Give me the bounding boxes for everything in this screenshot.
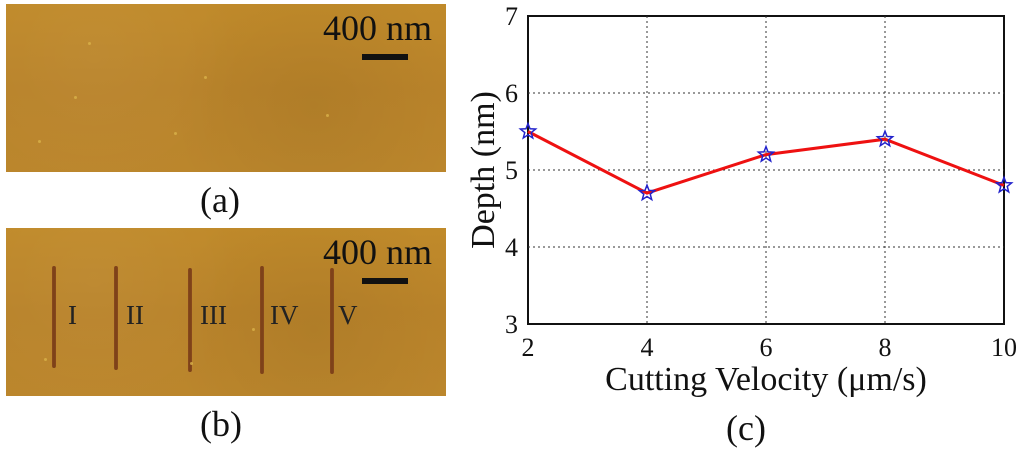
surface-speck (252, 328, 255, 331)
depth-chart: 2 4 6 8 10 3 4 5 6 7 Cutting Velocity (μm/s) Dept… (466, 2, 1017, 448)
x-tick-label: 6 (760, 333, 773, 362)
y-tick-label: 3 (505, 310, 518, 339)
groove-label: II (126, 300, 144, 330)
scale-bar (362, 54, 408, 60)
y-tick-label: 6 (505, 79, 518, 108)
surface-speck (174, 132, 177, 135)
x-tick-label: 8 (879, 333, 892, 362)
surface-speck (38, 140, 41, 143)
data-point-marker (994, 175, 1014, 194)
x-tick-label: 2 (522, 333, 535, 362)
groove-label: I (68, 300, 77, 330)
groove-5 (330, 268, 334, 374)
data-point-marker (518, 121, 538, 140)
data-point-marker (756, 144, 776, 163)
caption-a: (a) (200, 180, 240, 220)
groove-2 (114, 266, 118, 370)
surface-speck (88, 42, 91, 45)
groove-label: IV (270, 300, 299, 330)
scale-bar-label: 400 nm (322, 8, 432, 48)
afm-image-b: I II III IV V 400 nm (6, 228, 446, 396)
groove-3 (188, 268, 192, 372)
data-point-marker (637, 182, 657, 202)
caption-c: (c) (726, 408, 766, 448)
y-tick-label: 5 (505, 156, 518, 185)
surface-speck (44, 358, 47, 361)
surface-speck (74, 96, 77, 99)
y-tick-label: 4 (505, 233, 518, 262)
afm-image-a: 400 nm (6, 4, 446, 172)
groove-4 (260, 266, 264, 374)
groove-label: V (338, 300, 358, 330)
caption-b: (b) (200, 404, 242, 444)
surface-speck (326, 114, 329, 117)
surface-speck (204, 76, 207, 79)
series-line-depth (527, 130, 1005, 195)
x-tick-label: 4 (641, 333, 654, 362)
y-axis-label: Depth (nm) (466, 91, 502, 249)
x-tick-label: 10 (991, 333, 1017, 362)
groove-1 (52, 266, 56, 368)
groove-label: III (200, 300, 227, 330)
surface-speck (190, 362, 193, 365)
scale-bar-label: 400 nm (322, 232, 432, 272)
scale-bar (362, 278, 408, 284)
data-point-marker (875, 129, 895, 148)
x-axis-label: Cutting Velocity (μm/s) (605, 361, 927, 398)
y-tick-label: 7 (505, 2, 518, 31)
